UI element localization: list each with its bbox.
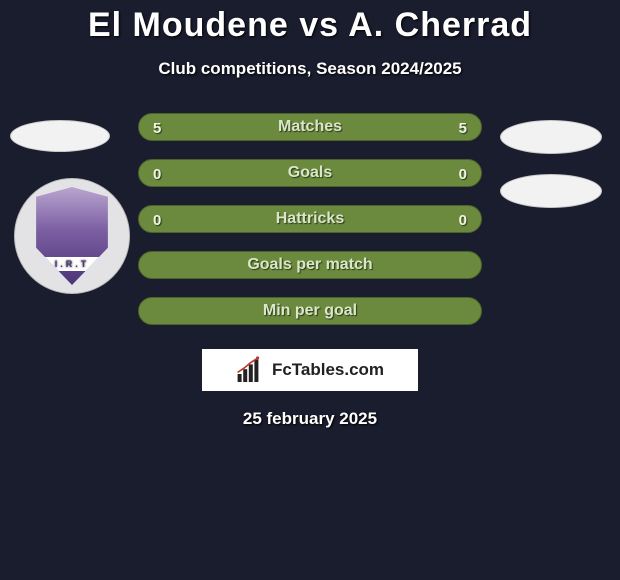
stat-row-min-per-goal: Min per goal bbox=[138, 297, 482, 325]
footer-date: 25 february 2025 bbox=[0, 409, 620, 429]
player-left-oval bbox=[10, 120, 110, 152]
stat-row-hattricks: 0 Hattricks 0 bbox=[138, 205, 482, 233]
stat-left-value: 5 bbox=[153, 114, 161, 142]
fctables-brand-box[interactable]: FcTables.com bbox=[202, 349, 418, 391]
stat-label: Min per goal bbox=[263, 302, 357, 320]
fctables-bars-icon bbox=[236, 356, 268, 384]
fctables-brand-text: FcTables.com bbox=[272, 360, 384, 380]
stat-row-goals-per-match: Goals per match bbox=[138, 251, 482, 279]
player-right-oval-2 bbox=[500, 174, 602, 208]
stat-label: Hattricks bbox=[276, 210, 344, 228]
stat-row-goals: 0 Goals 0 bbox=[138, 159, 482, 187]
stat-left-value: 0 bbox=[153, 206, 161, 234]
stat-label: Goals per match bbox=[247, 256, 372, 274]
stat-row-matches: 5 Matches 5 bbox=[138, 113, 482, 141]
stat-label: Matches bbox=[278, 118, 342, 136]
stat-right-value: 5 bbox=[459, 114, 467, 142]
stat-label: Goals bbox=[288, 164, 332, 182]
stat-right-value: 0 bbox=[459, 206, 467, 234]
player-right-oval-1 bbox=[500, 120, 602, 154]
stat-bars: 5 Matches 5 0 Goals 0 0 Hattricks 0 Goal… bbox=[138, 113, 482, 325]
player-left-club-badge: I.R.T bbox=[14, 178, 130, 294]
club-badge-bottom-text: I.R.T bbox=[33, 257, 111, 271]
page-title: El Moudene vs A. Cherrad bbox=[0, 0, 620, 45]
stat-left-value: 0 bbox=[153, 160, 161, 188]
page-subtitle: Club competitions, Season 2024/2025 bbox=[0, 59, 620, 79]
stat-right-value: 0 bbox=[459, 160, 467, 188]
